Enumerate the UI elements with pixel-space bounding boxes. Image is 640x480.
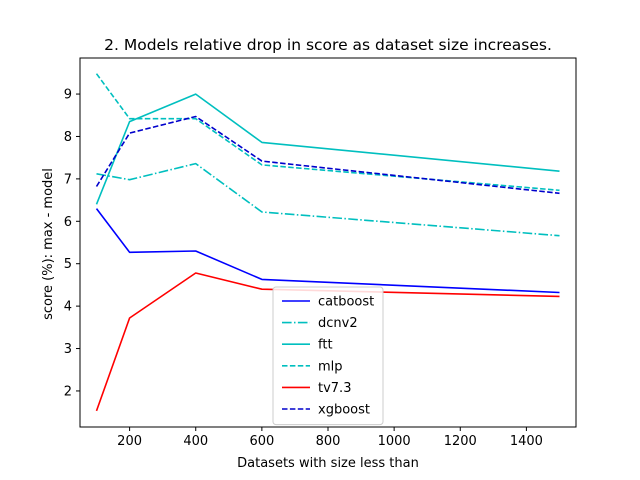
y-tick-label: 5	[64, 257, 72, 272]
series-line-catboost	[95, 208, 560, 294]
x-tick-label: 1200	[444, 434, 477, 449]
legend-label: ftt	[318, 338, 333, 353]
x-tick-label: 200	[117, 434, 142, 449]
legend-label: dcnv2	[318, 316, 358, 331]
x-axis-label: Datasets with size less than	[237, 456, 419, 471]
x-tick-label: 1000	[378, 434, 411, 449]
x-tick-label: 600	[249, 434, 274, 449]
series-line-dcnv2	[96, 162, 560, 237]
legend-label: tv7.3	[318, 381, 351, 396]
y-tick-label: 2	[64, 384, 72, 399]
series-line-ftt	[95, 93, 560, 205]
y-tick-label: 8	[64, 130, 72, 145]
legend-label: catboost	[318, 295, 374, 310]
y-tick-label: 4	[64, 300, 72, 315]
legend-label: mlp	[318, 359, 343, 374]
y-tick-label: 6	[64, 215, 72, 230]
x-tick-label: 800	[316, 434, 341, 449]
y-tick-label: 3	[64, 342, 72, 357]
x-tick-label: 1400	[510, 434, 543, 449]
chart-title: 2. Models relative drop in score as data…	[104, 36, 552, 54]
y-tick-label: 7	[64, 172, 72, 187]
x-axis: 200 400 600 800 1000 1200 1400	[117, 427, 543, 449]
legend-box	[272, 286, 384, 426]
y-axis: 2 3 4 5 6 7 8 9	[64, 88, 80, 399]
y-axis-label: score (%): max - model	[41, 168, 56, 320]
legend: catboost dcnv2 ftt mlp tv7.3 xgboost	[272, 286, 384, 426]
series-line-mlp	[95, 73, 560, 192]
legend-label: xgboost	[318, 403, 370, 418]
series-line-xgboost	[95, 115, 560, 195]
y-tick-label: 9	[64, 88, 72, 103]
series-lines	[95, 73, 560, 412]
x-tick-label: 400	[183, 434, 208, 449]
